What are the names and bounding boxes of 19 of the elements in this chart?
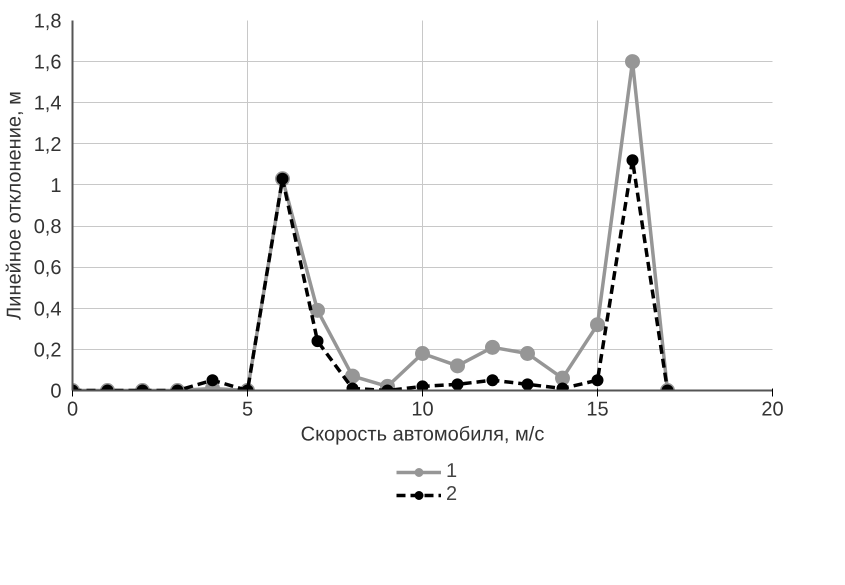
y-tick-label: 0,6: [34, 257, 62, 280]
x-tick-label: 10: [411, 398, 434, 420]
legend-label: 1: [446, 460, 458, 483]
legend-label: 2: [446, 483, 458, 506]
y-tick-label: 1: [50, 174, 62, 197]
x-tick-label: 20: [761, 398, 784, 420]
x-tick-label: 0: [66, 398, 78, 420]
y-tick-label: 0,2: [34, 339, 62, 362]
y-tick-label: 1,4: [34, 92, 62, 115]
y-tick-label: 1,6: [34, 52, 62, 74]
x-tick-label: 5: [242, 398, 254, 420]
y-tick-label: 0,8: [34, 216, 62, 238]
y-tick-label: 1,2: [34, 134, 62, 156]
y-tick-label: 0,4: [34, 298, 62, 320]
y-tick-label: 0: [50, 380, 62, 402]
y-tick-label: 1,8: [34, 10, 62, 32]
x-tick-label: 15: [586, 398, 609, 420]
y-axis-title: Линейное отклонение, м: [4, 91, 26, 320]
x-axis-title: Скорость автомобиля, м/с: [300, 424, 544, 446]
